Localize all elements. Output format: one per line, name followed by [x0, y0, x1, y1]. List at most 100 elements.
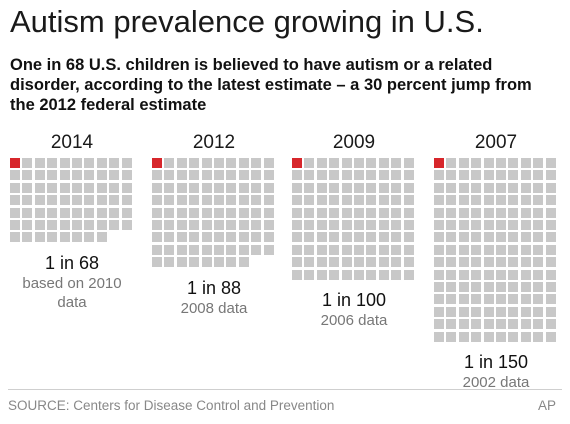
child-square [96, 195, 107, 206]
child-square [471, 331, 482, 342]
child-square [72, 195, 82, 206]
child-square [496, 294, 506, 305]
child-square [533, 158, 544, 168]
child-square [263, 195, 274, 206]
child-square [226, 158, 237, 168]
child-square [201, 207, 212, 218]
child-square [508, 319, 519, 330]
child-with-autism-square [10, 158, 20, 168]
child-square [508, 170, 519, 181]
footer-divider [8, 389, 562, 390]
child-square [109, 170, 120, 181]
child-square [446, 220, 457, 230]
child-square [458, 158, 469, 168]
child-square [22, 158, 33, 168]
child-square [341, 232, 352, 243]
child-square [545, 207, 556, 218]
child-square [366, 158, 377, 168]
child-square [545, 158, 556, 168]
child-square [520, 220, 531, 230]
child-square [471, 158, 482, 168]
child-square [34, 220, 45, 230]
child-square [434, 269, 444, 280]
child-square [403, 257, 414, 268]
child-square [508, 331, 519, 342]
child-square [201, 232, 212, 243]
child-square [391, 220, 402, 230]
child-square [304, 257, 315, 268]
child-square [226, 170, 237, 181]
child-square [446, 257, 457, 268]
child-square [391, 182, 402, 193]
child-square [508, 257, 519, 268]
child-square [329, 170, 340, 181]
child-square [403, 207, 414, 218]
child-square [471, 282, 482, 292]
year-label-2012: 2012 [192, 132, 236, 153]
child-square [483, 195, 494, 206]
chart-subtitle: One in 68 U.S. children is believed to h… [10, 56, 532, 114]
child-square [378, 207, 389, 218]
child-square [545, 170, 556, 181]
child-square [496, 170, 506, 181]
child-square [483, 232, 494, 243]
child-square [251, 220, 262, 230]
child-square [533, 244, 544, 255]
child-square [176, 220, 187, 230]
child-square [496, 220, 506, 230]
year-label-2007: 2007 [474, 132, 518, 153]
child-square [508, 207, 519, 218]
child-square [214, 170, 224, 181]
child-square [446, 232, 457, 243]
child-square [378, 182, 389, 193]
ratio-label-2009: 1 in 100 [321, 290, 387, 310]
child-square [403, 182, 414, 193]
child-square [10, 220, 20, 230]
child-square [263, 220, 274, 230]
child-square [483, 220, 494, 230]
child-square [316, 257, 327, 268]
child-square [483, 306, 494, 317]
child-square [446, 331, 457, 342]
child-square [458, 319, 469, 330]
child-square [520, 244, 531, 255]
child-square [545, 220, 556, 230]
child-square [189, 220, 200, 230]
child-square [316, 170, 327, 181]
child-square [72, 182, 82, 193]
child-square [354, 220, 364, 230]
child-square [520, 257, 531, 268]
child-square [47, 182, 58, 193]
child-square [121, 170, 132, 181]
child-square [341, 257, 352, 268]
data-source-note-2012: 2008 data [180, 299, 248, 317]
child-square [304, 207, 315, 218]
child-square [251, 244, 262, 255]
child-square [520, 158, 531, 168]
child-square [446, 195, 457, 206]
child-square [72, 207, 82, 218]
child-square [22, 207, 33, 218]
child-square [446, 158, 457, 168]
child-square [10, 232, 20, 243]
child-square [496, 232, 506, 243]
child-square [238, 220, 249, 230]
child-square [152, 182, 162, 193]
child-square [545, 232, 556, 243]
child-square [189, 232, 200, 243]
child-square [238, 232, 249, 243]
child-square [458, 294, 469, 305]
child-square [201, 220, 212, 230]
child-square [121, 207, 132, 218]
child-square [545, 319, 556, 330]
child-square [214, 232, 224, 243]
child-square [434, 220, 444, 230]
child-square [238, 182, 249, 193]
child-square [545, 306, 556, 317]
child-square [10, 182, 20, 193]
child-square [520, 232, 531, 243]
child-square [471, 244, 482, 255]
child-square [34, 158, 45, 168]
child-square [471, 257, 482, 268]
child-square [403, 244, 414, 255]
